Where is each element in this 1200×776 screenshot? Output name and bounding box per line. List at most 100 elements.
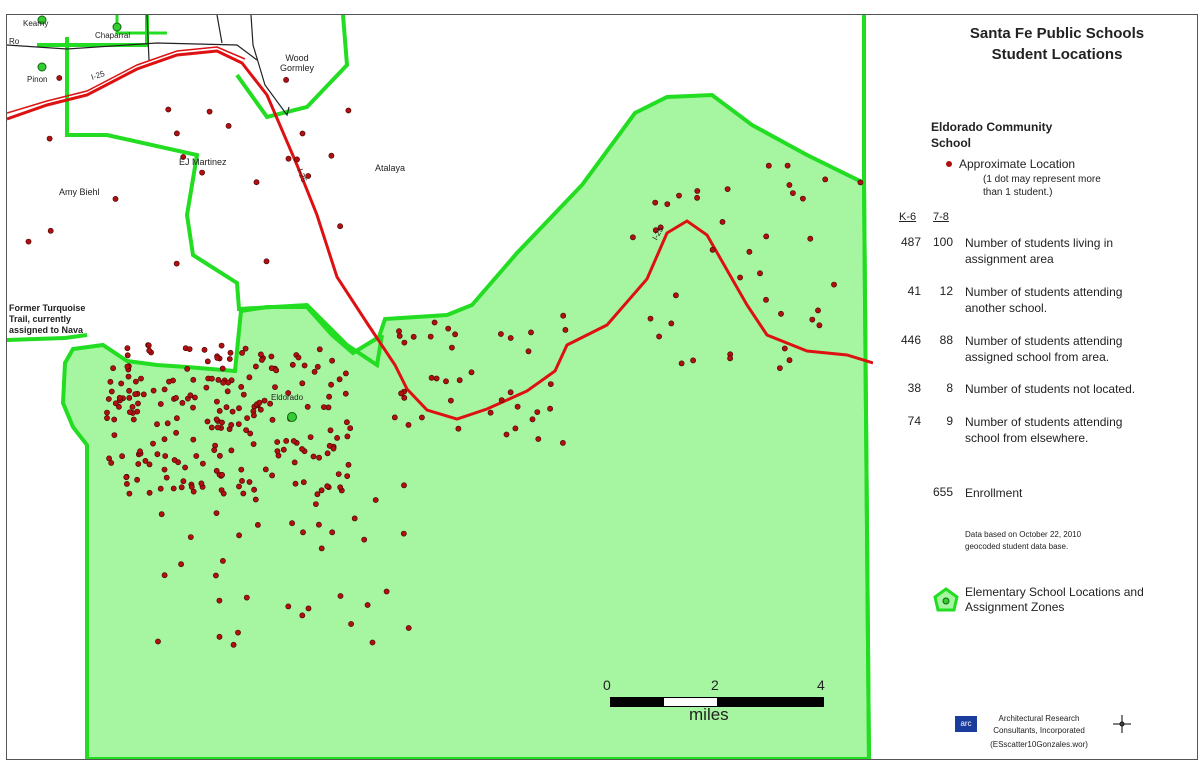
student-dot bbox=[396, 333, 403, 339]
stat-k6: 487 bbox=[900, 235, 921, 249]
student-dot bbox=[778, 310, 784, 317]
student-dot bbox=[182, 464, 188, 471]
east-boundary bbox=[862, 15, 871, 759]
student-dot bbox=[673, 292, 679, 299]
student-dot bbox=[267, 400, 273, 407]
stat-desc: Number of students attending school from… bbox=[965, 415, 1123, 445]
student-dot bbox=[154, 451, 161, 458]
student-dot bbox=[163, 474, 170, 481]
stat-78: 100 bbox=[932, 235, 953, 249]
scale-tick-2: 2 bbox=[711, 677, 719, 693]
student-dot bbox=[235, 421, 242, 427]
student-dot bbox=[514, 403, 521, 410]
student-dot bbox=[134, 476, 141, 483]
amy-biehl-boundary bbox=[7, 333, 88, 342]
student-dot bbox=[329, 357, 335, 364]
highway-i25 bbox=[7, 49, 873, 421]
label-road-left: Ro bbox=[9, 37, 20, 46]
student-dot bbox=[240, 391, 247, 398]
student-dot bbox=[203, 384, 210, 391]
student-dot bbox=[547, 405, 553, 412]
student-dot bbox=[190, 404, 196, 411]
student-dot bbox=[337, 593, 344, 599]
student-dot bbox=[190, 376, 197, 383]
label-chaparral: Chaparral bbox=[95, 31, 131, 40]
student-dot bbox=[236, 532, 242, 539]
student-dot bbox=[125, 373, 132, 380]
student-dot bbox=[25, 238, 32, 245]
student-dot bbox=[547, 381, 554, 387]
student-dot bbox=[211, 447, 218, 453]
student-dot bbox=[236, 405, 242, 412]
student-dot bbox=[324, 450, 331, 457]
map-canvas bbox=[7, 15, 873, 759]
student-dot bbox=[216, 597, 223, 604]
student-dot bbox=[261, 397, 268, 404]
student-dot bbox=[831, 281, 837, 288]
student-dot bbox=[398, 390, 404, 397]
student-dot bbox=[253, 179, 260, 186]
eldorado-assignment-zone bbox=[60, 92, 872, 759]
label-ej-martinez: EJ Martinez bbox=[179, 157, 227, 167]
student-dot bbox=[391, 414, 398, 421]
student-dot bbox=[257, 406, 264, 413]
student-dot bbox=[223, 404, 230, 411]
student-dot bbox=[273, 367, 280, 374]
student-dot bbox=[225, 123, 232, 129]
student-dot bbox=[146, 461, 153, 468]
school-chaparral-marker bbox=[112, 22, 122, 32]
student-dot bbox=[337, 484, 344, 491]
student-dot bbox=[161, 572, 168, 579]
student-dot bbox=[47, 227, 54, 234]
student-dot bbox=[112, 400, 119, 407]
student-dot bbox=[664, 201, 671, 207]
student-dot bbox=[418, 414, 425, 421]
student-dot bbox=[405, 625, 412, 631]
student-dot bbox=[316, 454, 322, 461]
student-dot bbox=[226, 356, 233, 362]
map-frame: Kearny Chaparral Pinon Wood Gormley EJ M… bbox=[6, 14, 1198, 760]
student-dot bbox=[529, 416, 536, 423]
student-dot bbox=[507, 335, 514, 341]
student-dot bbox=[560, 439, 566, 446]
student-dot bbox=[342, 370, 349, 377]
student-dot bbox=[258, 356, 265, 363]
school-eldorado-marker bbox=[287, 412, 297, 422]
student-dot bbox=[487, 409, 494, 416]
student-dot bbox=[104, 415, 110, 421]
student-dot bbox=[800, 195, 806, 202]
data-note: Data based on October 22, 2010 geocoded … bbox=[965, 530, 1082, 551]
student-dot bbox=[165, 106, 172, 113]
student-dot bbox=[816, 322, 823, 329]
student-dot bbox=[301, 362, 308, 369]
student-dot bbox=[111, 416, 118, 423]
file-name: (ESscatter10Gonzales.wor) bbox=[990, 740, 1088, 749]
student-dot bbox=[199, 169, 205, 176]
student-dot bbox=[170, 485, 177, 492]
student-dot bbox=[676, 192, 682, 199]
student-dot bbox=[396, 328, 402, 335]
student-dot bbox=[503, 431, 510, 438]
student-dot bbox=[348, 621, 354, 627]
student-dot bbox=[285, 155, 292, 162]
student-dot bbox=[111, 432, 118, 438]
north-arrow-icon bbox=[1113, 715, 1131, 733]
student-dots bbox=[25, 75, 864, 648]
student-dot bbox=[468, 369, 475, 376]
student-dot bbox=[112, 195, 119, 202]
student-dot bbox=[272, 384, 278, 390]
legend-dot-label: Approximate Location bbox=[959, 157, 1076, 171]
scale-bar: 0 2 4 miles bbox=[603, 677, 827, 727]
student-dot bbox=[300, 479, 307, 486]
student-dot bbox=[229, 408, 236, 415]
student-dot bbox=[135, 400, 141, 407]
student-dot bbox=[305, 173, 312, 179]
student-dot bbox=[218, 342, 225, 349]
stat-desc: Number of students not located. bbox=[965, 382, 1136, 396]
north-boundary bbox=[37, 15, 149, 47]
student-dot bbox=[110, 365, 116, 372]
student-dot bbox=[433, 375, 440, 382]
student-dot bbox=[560, 312, 567, 319]
student-dot bbox=[337, 223, 343, 230]
student-dot bbox=[173, 429, 179, 436]
